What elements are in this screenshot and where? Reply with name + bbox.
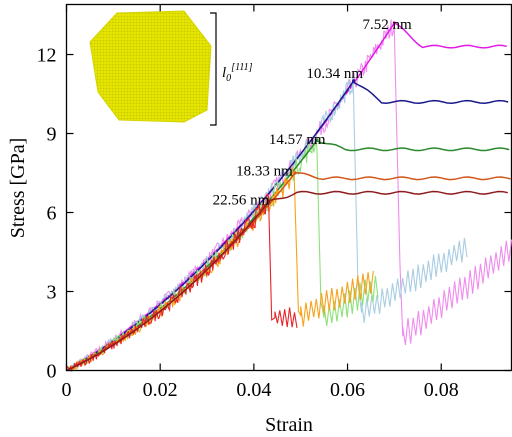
y-tick-label: 6 bbox=[47, 203, 57, 225]
series-peak-point bbox=[267, 200, 271, 204]
series-peak-point bbox=[293, 171, 297, 175]
series-label: 18.33 nm bbox=[236, 163, 293, 179]
x-tick-label: 0.04 bbox=[236, 379, 271, 401]
series-peak-point bbox=[352, 79, 356, 83]
inset-label: l0[111] bbox=[222, 62, 253, 84]
series-label: 22.56 nm bbox=[213, 192, 270, 208]
series-fit-curve bbox=[66, 190, 508, 372]
dimension-bracket bbox=[210, 12, 217, 126]
inset-nanowire-image: l0[111] bbox=[89, 10, 253, 126]
series-label: 7.52 nm bbox=[363, 17, 413, 33]
series-peak-point bbox=[392, 21, 396, 25]
x-tick-label: 0.02 bbox=[143, 379, 178, 401]
inset-label-subscript: 0 bbox=[226, 73, 231, 84]
x-axis-label: Strain bbox=[265, 414, 313, 436]
series-labels: 7.52 nm 10.34 nm 14.57 nm 18.33 nm 22.56 nm bbox=[213, 17, 412, 208]
x-tick-label: 0.06 bbox=[330, 379, 365, 401]
inset-label-superscript: [111] bbox=[231, 62, 252, 73]
nanowire-cross-section bbox=[89, 10, 212, 123]
series-layer bbox=[65, 19, 512, 373]
x-tick-label: 0.08 bbox=[424, 379, 459, 401]
series-1833-group bbox=[66, 167, 511, 372]
series-fit-curve bbox=[66, 170, 511, 372]
y-axis-label: Stress [GPa] bbox=[7, 138, 29, 239]
y-tick-label: 0 bbox=[47, 361, 57, 383]
series-label: 14.57 nm bbox=[269, 132, 326, 148]
series-2256-group bbox=[66, 190, 508, 373]
y-tick-label: 9 bbox=[47, 124, 57, 146]
series-label: 10.34 nm bbox=[306, 66, 363, 82]
y-tick-label: 12 bbox=[37, 45, 57, 67]
y-tick-label: 3 bbox=[47, 282, 57, 304]
series-fit-curve bbox=[66, 78, 509, 372]
series-peak-point bbox=[315, 138, 319, 142]
x-ticks: 0 0.02 0.04 0.06 0.08 bbox=[62, 4, 459, 401]
x-tick-label: 0 bbox=[62, 379, 72, 401]
y-ticks: 0 3 6 9 12 bbox=[37, 45, 512, 383]
